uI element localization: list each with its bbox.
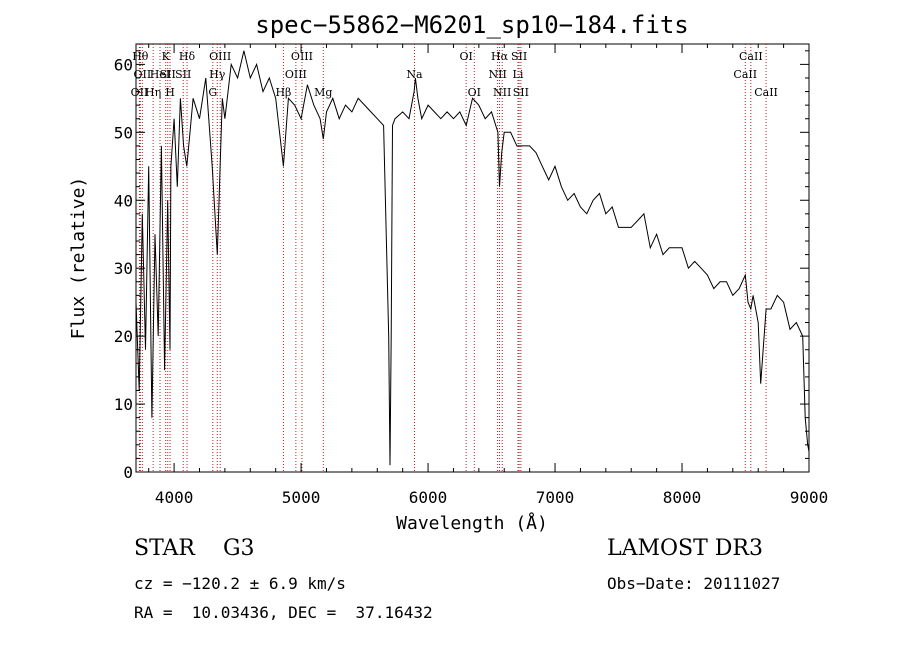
y-tick-label: 40	[114, 191, 133, 210]
spectral-line-label: OI	[468, 86, 481, 99]
chart-title: spec−55862−M6201_sp10−184.fits	[255, 11, 688, 39]
spectral-line-label: Mg	[314, 86, 332, 99]
y-axis-label: Flux (relative)	[68, 177, 89, 340]
spectral-line-label: K	[162, 50, 171, 63]
x-axis: 4000 5000 6000 7000 8000 9000	[148, 44, 829, 507]
spectral-line-label: Hβ	[275, 86, 291, 99]
spectral-line-labels: OIIHθOIIHηHeIKSIIHHδSIIGOIIIHγHβOIIIOIII…	[131, 50, 778, 99]
spectral-line-label: Hθ	[132, 50, 149, 63]
y-tick-label: 10	[114, 395, 133, 414]
survey-name: LAMOST DR3	[607, 536, 763, 561]
spectral-line-label: OII	[133, 68, 151, 81]
x-axis-label: Wavelength (Å)	[396, 512, 548, 534]
spectral-line-label: Na	[406, 68, 423, 81]
spectral-line-label: G	[208, 86, 217, 99]
y-tick-label: 50	[114, 123, 133, 142]
observation-date: Obs−Date: 20111027	[607, 574, 781, 593]
spectral-line-label: SII	[160, 68, 176, 81]
plot-frame	[135, 43, 810, 473]
spectral-line-label: NII	[488, 68, 506, 81]
spectral-line-label: CaII	[733, 68, 757, 81]
spectral-line-label: NII	[493, 86, 511, 99]
spectral-line-label: SII	[175, 68, 191, 81]
ra-dec-coordinates: RA = 10.03436, DEC = 37.16432	[134, 603, 433, 622]
spectral-line-label: Hη	[145, 86, 161, 99]
y-tick-label: 20	[114, 327, 133, 346]
spectral-line-label: OIII	[285, 68, 307, 81]
x-tick-label: 5000	[282, 488, 321, 507]
spectral-line-label: H	[165, 86, 175, 99]
spectral-line-label: SII	[513, 86, 529, 99]
spectral-line-label: OII	[131, 86, 149, 99]
spectral-line-label: Hγ	[209, 68, 226, 81]
y-tick-label: 60	[114, 55, 133, 74]
x-tick-label: 9000	[790, 488, 829, 507]
spectral-line-label: Hα	[491, 50, 509, 63]
spectral-line-label: HeI	[150, 68, 170, 81]
redshift-cz: cz = −120.2 ± 6.9 km/s	[134, 574, 346, 593]
spectral-line-label: Li	[513, 68, 524, 81]
x-tick-label: 6000	[409, 488, 448, 507]
spectral-line-label: CaII	[739, 50, 763, 63]
spectral-line-label: Hδ	[179, 50, 196, 63]
spectral-line-label: OI	[459, 50, 472, 63]
spectral-line-markers	[138, 44, 767, 472]
y-axis: 0 10 20 30 40 50 60	[114, 50, 809, 482]
x-tick-label: 4000	[155, 488, 194, 507]
y-tick-label: 0	[123, 463, 133, 482]
object-class-label: STAR G3	[134, 536, 255, 561]
spectral-line-label: SII	[511, 50, 527, 63]
spectrum-series-line	[135, 50, 810, 466]
spectral-line-label: CaII	[754, 86, 778, 99]
spectral-line-label: OIII	[291, 50, 313, 63]
x-tick-label: 8000	[663, 488, 702, 507]
y-tick-label: 30	[114, 259, 133, 278]
spectral-line-label: OIII	[209, 50, 231, 63]
x-tick-label: 7000	[536, 488, 575, 507]
